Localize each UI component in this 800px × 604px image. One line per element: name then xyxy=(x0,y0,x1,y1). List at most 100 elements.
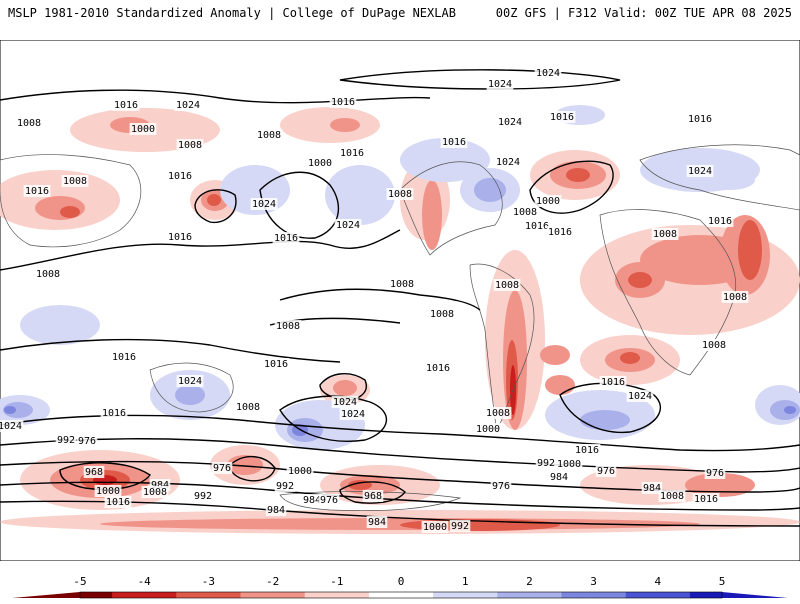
isobar xyxy=(0,500,800,527)
colorbar-tick-label: -1 xyxy=(330,575,343,588)
colorbar-low-arrow xyxy=(12,592,80,598)
isobar xyxy=(529,160,614,214)
isobar-label: 1000 xyxy=(423,522,447,533)
isobar-label: 976 xyxy=(492,481,510,492)
colorbar-tick-label: -5 xyxy=(73,575,86,588)
colorbar-segment xyxy=(288,592,306,598)
colorbar-segment xyxy=(705,592,723,598)
anomaly-region xyxy=(545,375,575,395)
isobar-label: 1008 xyxy=(486,408,510,419)
colorbar-tick-label: 3 xyxy=(590,575,597,588)
isobar-label: 1016 xyxy=(575,445,599,456)
colorbar-high-arrow xyxy=(722,592,788,598)
isobar xyxy=(59,462,152,491)
isobar-label: 1024 xyxy=(536,68,560,79)
isobar xyxy=(279,395,388,442)
isobar-label: 1008 xyxy=(257,130,281,141)
coastlines xyxy=(0,144,800,512)
colorbar-tick-label: 4 xyxy=(654,575,661,588)
isobar-label: 1000 xyxy=(476,424,500,435)
mslp-anomaly-map: 1024 1024 1024 1016 1016 1024 1016 1016 1008 1000… xyxy=(0,40,800,561)
anomaly-region xyxy=(400,138,490,182)
isobar-label: 1016 xyxy=(708,216,732,227)
isobar-label: 1016 xyxy=(601,377,625,388)
isobar-label: 1016 xyxy=(426,363,450,374)
colorbar-segment xyxy=(625,592,643,598)
isobar-label: 1016 xyxy=(525,221,549,232)
isobar-label: 1024 xyxy=(628,391,652,402)
isobar-label: 1016 xyxy=(688,114,712,125)
isobar-label: 1016 xyxy=(106,497,130,508)
anomaly-region xyxy=(784,406,796,414)
isobar-label: 1024 xyxy=(178,376,202,387)
isobar-label: 1008 xyxy=(653,229,677,240)
colorbar-segment xyxy=(240,592,258,598)
map-title: MSLP 1981-2010 Standardized Anomaly | Co… xyxy=(8,6,456,20)
isobar xyxy=(194,189,237,224)
colorbar-segment xyxy=(545,592,562,598)
isobar-label: 992 xyxy=(451,521,469,532)
isobar-label: 1016 xyxy=(442,137,466,148)
isobar-label: 1008 xyxy=(63,176,87,187)
colorbar-segment xyxy=(449,592,466,598)
colorbar-segment xyxy=(481,592,498,598)
colorbar-segment xyxy=(497,592,514,598)
colorbar-segment xyxy=(401,592,418,598)
colorbar-segment xyxy=(272,592,290,598)
isobar-label: 1024 xyxy=(336,220,360,231)
isobar-label: 984 xyxy=(303,495,321,506)
isobar-label: 1016 xyxy=(102,408,126,419)
colorbar-segment xyxy=(689,592,707,598)
colorbar-segment xyxy=(160,592,177,598)
isobar-label: 976 xyxy=(213,463,231,474)
colorbar-segment xyxy=(368,592,386,598)
isobar-label: 1024 xyxy=(176,100,200,111)
isobar-label: 1016 xyxy=(274,233,298,244)
isobar-label: 984 xyxy=(643,483,661,494)
colorbar-tick-label: -2 xyxy=(266,575,279,588)
anomaly-region xyxy=(330,118,360,132)
anomaly-region xyxy=(474,178,506,202)
isobar-label: 1008 xyxy=(723,292,747,303)
isobar xyxy=(339,69,621,90)
colorbar-segment xyxy=(433,592,450,598)
run-valid-time: 00Z GFS | F312 Valid: 00Z TUE APR 08 202… xyxy=(495,6,792,20)
colorbar-segment xyxy=(577,592,595,598)
anomaly-region xyxy=(705,170,755,190)
colorbar-segment xyxy=(384,592,402,598)
anomaly-region xyxy=(628,272,652,288)
colorbar-segment xyxy=(593,592,611,598)
isobar-label: 1008 xyxy=(390,279,414,290)
colorbar-segment xyxy=(80,592,97,598)
colorbar-segment xyxy=(256,592,274,598)
isobar xyxy=(0,338,341,363)
colorbar-tick-label: -3 xyxy=(202,575,215,588)
isobar-label: 1024 xyxy=(688,166,712,177)
anomaly-region xyxy=(35,196,85,220)
coastline xyxy=(279,491,462,512)
colorbar-scale xyxy=(12,591,788,599)
isobar xyxy=(279,288,481,311)
isobar xyxy=(0,229,401,271)
colorbar-segment xyxy=(513,592,530,598)
isobar-label: 1000 xyxy=(308,158,332,169)
isobar-label: 1008 xyxy=(495,280,519,291)
colorbar-segment xyxy=(529,592,546,598)
colorbar: -5 -4 -3 -2 -1 0 1 2 3 4 5 xyxy=(0,570,800,600)
header: MSLP 1981-2010 Standardized Anomaly | Co… xyxy=(0,0,800,30)
coastline xyxy=(0,154,142,248)
isobar-label: 992 xyxy=(537,458,555,469)
anomaly-region xyxy=(422,180,442,250)
colorbar-segment xyxy=(304,592,322,598)
anomaly-region xyxy=(620,352,640,364)
isobar-label: 984 xyxy=(151,480,169,491)
isobar xyxy=(0,414,800,452)
isobar-label: 1024 xyxy=(488,79,512,90)
isobar-label: 1000 xyxy=(131,124,155,135)
isobar-label: 1008 xyxy=(660,491,684,502)
anomaly-region xyxy=(333,380,357,396)
isobar-label: 1016 xyxy=(25,186,49,197)
isobar-label: 1024 xyxy=(341,409,365,420)
colorbar-segment xyxy=(673,592,691,598)
